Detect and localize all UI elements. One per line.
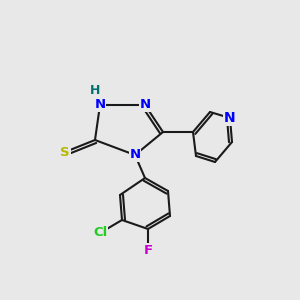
Text: N: N [129, 148, 141, 161]
Text: H: H [90, 85, 100, 98]
Text: N: N [140, 98, 151, 112]
Text: S: S [60, 146, 70, 158]
Text: N: N [224, 111, 236, 125]
Text: F: F [143, 244, 153, 256]
Text: N: N [94, 98, 106, 112]
Text: Cl: Cl [93, 226, 107, 239]
